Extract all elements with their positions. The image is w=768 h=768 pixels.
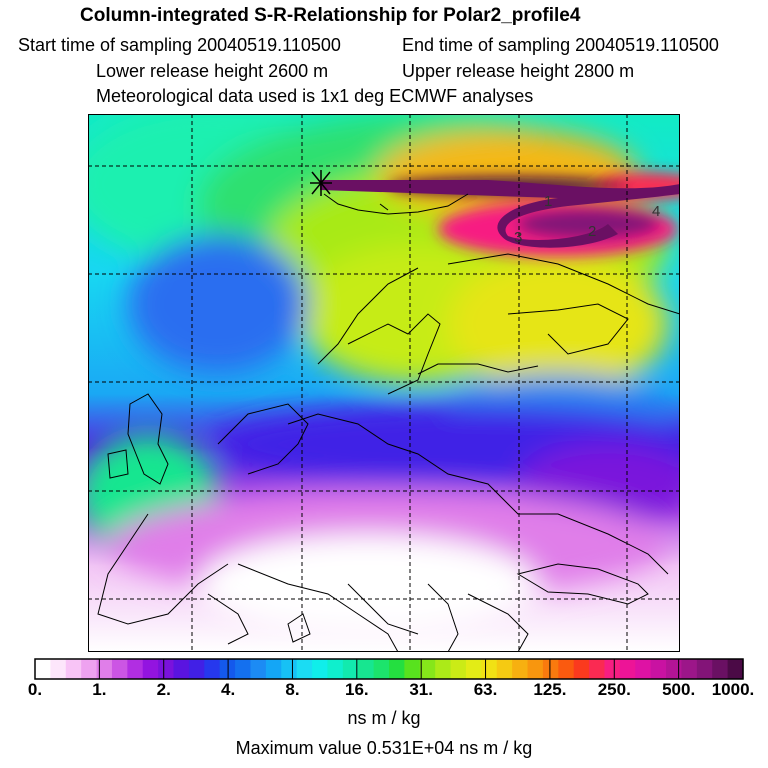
- color-scale-units: ns m / kg: [347, 708, 421, 728]
- color-scale-swatch: [650, 659, 667, 679]
- color-scale-tick-label: 0.: [27, 680, 43, 699]
- color-scale-swatch: [50, 659, 67, 679]
- color-scale-swatch: [681, 659, 698, 679]
- color-scale-swatch: [65, 659, 82, 679]
- color-scale-swatch: [619, 659, 636, 679]
- color-scale-swatch: [296, 659, 313, 679]
- color-scale-swatch: [327, 659, 344, 679]
- lower-height-text: Lower release height 2600 m: [96, 61, 329, 81]
- map-label-4: 4: [652, 203, 660, 220]
- color-scale-swatch: [496, 659, 513, 679]
- map-label-1: 1: [544, 193, 552, 210]
- color-scale-tick-label: 31.: [409, 680, 433, 699]
- color-scale-swatch: [342, 659, 359, 679]
- color-scale-swatch: [589, 659, 606, 679]
- color-scale-tick-label: 16.: [344, 680, 369, 699]
- map-frame: [88, 114, 680, 652]
- release-point-star-icon: [310, 170, 332, 196]
- color-scale-tick-label: 125.: [533, 680, 567, 699]
- color-scale-swatch: [635, 659, 652, 679]
- color-scale-swatch: [558, 659, 575, 679]
- color-scale-swatch: [696, 659, 713, 679]
- color-scale-swatch: [404, 659, 421, 679]
- color-scale-swatch: [96, 659, 113, 679]
- color-scale-swatch: [527, 659, 544, 679]
- color-scale-swatch: [81, 659, 98, 679]
- color-scale-swatch: [712, 659, 729, 679]
- color-scale-tick-label: 4.: [220, 680, 236, 699]
- color-scale-swatch: [450, 659, 467, 679]
- color-scale-swatch: [435, 659, 452, 679]
- color-scale-swatch: [142, 659, 159, 679]
- map-title: Column-integrated S-R-Relationship for P…: [80, 5, 581, 26]
- color-scale-swatch: [173, 659, 190, 679]
- map-label-2: 2: [588, 223, 596, 240]
- color-scale-swatch: [389, 659, 405, 679]
- color-scale-swatch: [465, 659, 482, 679]
- maximum-value-text: Maximum value 0.531E+04 ns m / kg: [235, 738, 533, 758]
- graticule: [88, 114, 680, 652]
- color-scale-swatch: [358, 659, 375, 679]
- color-scale-swatch: [265, 659, 282, 679]
- color-scale-bar: [34, 658, 744, 680]
- sensitivity-map: 1 2 3 4: [88, 114, 680, 652]
- end-time-text: End time of sampling 20040519.110500: [402, 35, 719, 55]
- color-scale-swatch: [312, 659, 329, 679]
- color-scale-swatch: [419, 659, 436, 679]
- color-scale-swatch: [188, 659, 205, 679]
- met-data-text: Meteorological data used is 1x1 deg ECMW…: [96, 86, 534, 106]
- color-scale-swatch: [35, 659, 51, 679]
- color-scale-swatch: [281, 659, 298, 679]
- color-scale-tick-label: 500.: [662, 680, 696, 699]
- color-scale-swatch: [373, 659, 390, 679]
- color-scale-swatch: [158, 659, 175, 679]
- color-scale-swatch: [512, 659, 529, 679]
- color-scale-tick-label: 63.: [473, 680, 498, 699]
- color-scale-swatch: [542, 659, 559, 679]
- color-scale-swatch: [727, 659, 744, 679]
- plume-core: [320, 180, 680, 248]
- color-scale-swatch: [666, 659, 683, 679]
- upper-height-text: Upper release height 2800 m: [402, 61, 635, 81]
- start-time-text: Start time of sampling 20040519.110500: [18, 35, 341, 55]
- color-scale-tick-label: 250.: [597, 680, 631, 699]
- color-scale-swatch: [481, 659, 498, 679]
- color-scale-swatch: [127, 659, 144, 679]
- color-scale-tick-label: 1.: [92, 680, 107, 699]
- color-scale-swatch: [573, 659, 590, 679]
- color-scale-tick-label: 2.: [156, 680, 171, 699]
- map-label-3: 3: [514, 229, 522, 246]
- coastlines: [97, 193, 680, 652]
- color-scale-tick-label: 8.: [285, 680, 300, 699]
- color-scale-swatch: [235, 659, 252, 679]
- color-scale-tick-label: 1000.: [711, 680, 755, 699]
- color-scale-swatch: [604, 659, 621, 679]
- color-scale-swatch: [204, 659, 221, 679]
- color-scale-swatch: [250, 659, 267, 679]
- color-scale-swatch: [111, 659, 128, 679]
- color-scale-frame: [34, 658, 744, 680]
